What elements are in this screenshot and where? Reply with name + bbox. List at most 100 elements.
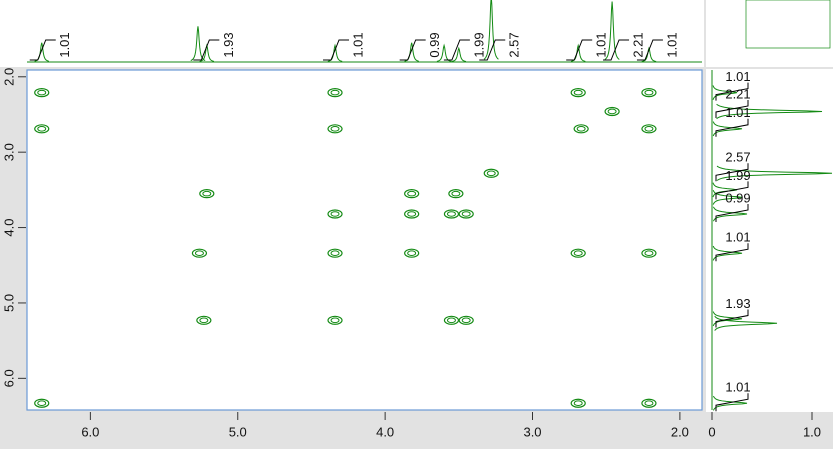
contour-ring [330, 89, 340, 96]
side-integral-label: 1.01 [725, 380, 750, 395]
cross-peak [448, 189, 464, 199]
contour-ring [486, 170, 496, 177]
cross-peak [404, 209, 420, 219]
side-peak [712, 245, 743, 261]
top-integral [479, 39, 506, 61]
cross-peak [191, 248, 208, 258]
top-peak [604, 1, 620, 60]
top-peak [327, 43, 343, 62]
cross-peak [573, 124, 589, 134]
top-peak [570, 43, 586, 62]
cross-peak [570, 88, 586, 98]
cross-peak [34, 398, 50, 408]
contour-ring [446, 211, 456, 217]
contour-ring [37, 89, 47, 96]
side-peak [712, 206, 748, 222]
side-integral [715, 203, 749, 222]
contour-ring [576, 126, 586, 132]
cross-peak [327, 315, 343, 325]
contour-ring [202, 190, 212, 197]
side-integral-label: 1.99 [725, 168, 750, 183]
side-integral [715, 82, 749, 101]
cross-peak [196, 315, 212, 325]
top-integral-label: 0.99 [427, 32, 442, 57]
contour-ring [644, 400, 654, 407]
cross-peak [34, 124, 50, 134]
contour-ring [573, 89, 583, 96]
top-integral-label: 1.93 [221, 32, 236, 57]
side-integral-label: 2.21 [725, 86, 750, 101]
x-tick-label: 4.0 [376, 424, 394, 439]
contour-ring [407, 250, 417, 256]
top-integral [29, 39, 56, 61]
contour-ring [461, 211, 471, 217]
contour-ring [407, 190, 417, 197]
side-tick-label: 1.0 [803, 424, 821, 439]
contour-ring [330, 211, 340, 217]
top-integral-label: 1.01 [664, 32, 679, 57]
cross-peak [327, 248, 343, 258]
contour-ring [644, 89, 654, 96]
contour-ring [644, 126, 654, 132]
side-tick-label: 0 [708, 424, 715, 439]
side-integral [715, 99, 749, 118]
overview-box [745, 0, 831, 49]
top-peak [641, 46, 657, 62]
cross-peak [641, 248, 657, 258]
top-spectrum-pane [0, 0, 704, 67]
y-tick-label: 5.0 [1, 294, 16, 312]
top-integral [566, 39, 593, 61]
y-tick-label: 4.0 [1, 219, 16, 237]
top-integral-label: 1.01 [57, 32, 72, 57]
contour-ring [407, 211, 417, 217]
contour-ring [37, 126, 47, 132]
cross-peak [458, 209, 474, 219]
cross-peak [570, 398, 586, 408]
contour-ring [199, 317, 209, 324]
x-tick-label: 3.0 [523, 424, 541, 439]
top-integral [193, 39, 220, 61]
cross-peak [604, 106, 620, 117]
contour-ring [461, 317, 471, 324]
overview-pane [706, 0, 833, 67]
top-integral [603, 39, 630, 61]
side-integral [715, 163, 749, 182]
contour-ring [573, 400, 583, 407]
top-integral-label: 2.57 [507, 32, 522, 57]
cross-peak [570, 248, 586, 258]
x-tick-label: 6.0 [81, 424, 99, 439]
side-integral-label: 1.01 [725, 230, 750, 245]
side-peak [712, 121, 743, 137]
top-integral-label: 1.01 [594, 32, 609, 57]
contour-ring [330, 250, 340, 256]
contour-ring [451, 190, 461, 197]
side-peak [716, 103, 823, 120]
side-integral [715, 243, 749, 262]
top-peak [190, 26, 206, 61]
cross-peak [641, 398, 657, 408]
y-tick-label: 6.0 [1, 369, 16, 387]
contour-ring [446, 317, 456, 324]
cross-peak [641, 88, 657, 98]
cross-peak [458, 315, 474, 325]
side-peak [712, 311, 743, 327]
cross-peak [443, 209, 460, 219]
top-integral [399, 39, 426, 61]
side-peak [712, 395, 748, 411]
top-integral-label: 2.21 [630, 32, 645, 57]
cross-peak [327, 124, 343, 134]
cross-peak [199, 189, 215, 199]
contour-ring [330, 317, 340, 324]
cross-peak [404, 189, 420, 199]
x-tick-label: 5.0 [229, 424, 247, 439]
contour-ring [644, 250, 654, 256]
side-integral [715, 309, 749, 328]
top-integral [636, 39, 663, 61]
cross-peak [34, 88, 50, 98]
side-integral-label: 1.93 [725, 296, 750, 311]
contour-ring [194, 250, 204, 256]
side-integral-label: 1.01 [725, 69, 750, 84]
top-integral-label: 1.99 [471, 32, 486, 57]
top-peak [483, 0, 499, 60]
